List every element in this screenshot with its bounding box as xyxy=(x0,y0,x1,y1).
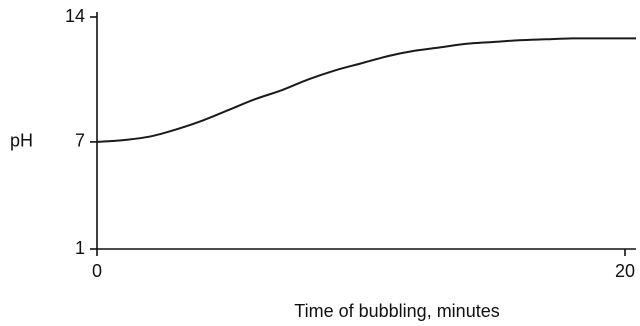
x-tick-label: 20 xyxy=(615,261,635,281)
y-axis-title: pH xyxy=(10,131,33,151)
series-layer xyxy=(96,37,636,143)
x-ticks: 0 20 xyxy=(92,249,635,281)
y-tick-label: 14 xyxy=(65,6,85,26)
axes xyxy=(96,12,636,250)
x-axis-title: Time of bubbling, minutes xyxy=(294,301,499,321)
x-tick-label: 0 xyxy=(92,261,102,281)
y-tick-label: 7 xyxy=(75,131,85,151)
ph-series-line xyxy=(96,37,636,143)
y-tick-label: 1 xyxy=(75,238,85,258)
